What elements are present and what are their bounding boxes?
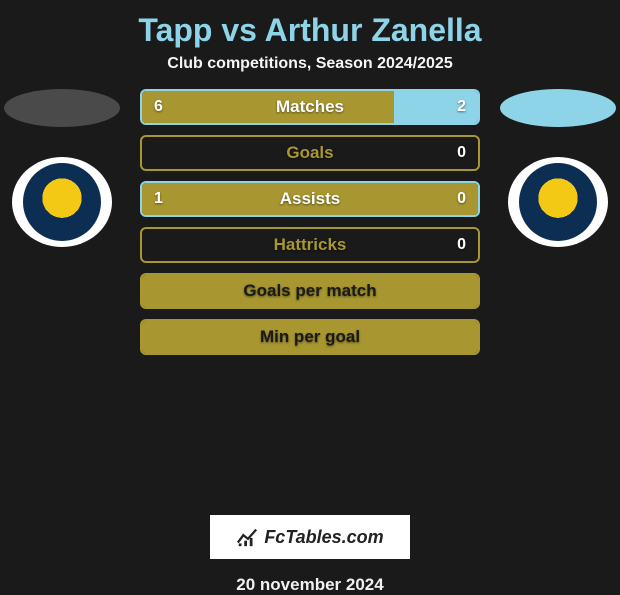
- player-left-club-logo: MARINERS: [12, 157, 112, 247]
- stat-bars: Matches62Goals0Assists10Hattricks0Goals …: [140, 89, 480, 365]
- stat-label: Min per goal: [142, 321, 478, 353]
- club-logo-text: MARINERS: [23, 169, 101, 176]
- stat-row: Goals0: [140, 135, 480, 171]
- stat-label: Goals per match: [142, 275, 478, 307]
- player-right-club-logo: MARINERS: [508, 157, 608, 247]
- stat-value-left: 1: [154, 183, 163, 215]
- stat-row: Hattricks0: [140, 227, 480, 263]
- stat-value-left: 6: [154, 91, 163, 123]
- stat-label: Matches: [142, 91, 478, 123]
- chart-icon: [236, 526, 258, 548]
- stat-value-right: 2: [457, 91, 466, 123]
- club-logo-text: MARINERS: [519, 169, 597, 176]
- date-label: 20 november 2024: [0, 575, 620, 595]
- comparison-stage: MARINERS MARINERS Matches62Goals0Assists…: [0, 89, 620, 509]
- stat-label: Assists: [142, 183, 478, 215]
- stat-row: Min per goal: [140, 319, 480, 355]
- stat-label: Goals: [142, 137, 478, 169]
- stat-label: Hattricks: [142, 229, 478, 261]
- player-left-avatar: [4, 89, 120, 127]
- player-left-profile: MARINERS: [2, 89, 122, 247]
- stat-row: Matches6 2: [140, 89, 480, 125]
- page-title: Tapp vs Arthur Zanella: [0, 0, 620, 49]
- brand-badge: FcTables.com: [210, 515, 410, 559]
- brand-text: FcTables.com: [264, 527, 383, 548]
- stat-row: Assists1 0: [140, 181, 480, 217]
- player-right-profile: MARINERS: [498, 89, 618, 247]
- stat-value-right: 0: [457, 183, 466, 215]
- subtitle: Club competitions, Season 2024/2025: [0, 55, 620, 73]
- stat-value-right: 0: [457, 229, 466, 261]
- player-right-avatar: [500, 89, 616, 127]
- stat-row: Goals per match: [140, 273, 480, 309]
- stat-value-right: 0: [457, 137, 466, 169]
